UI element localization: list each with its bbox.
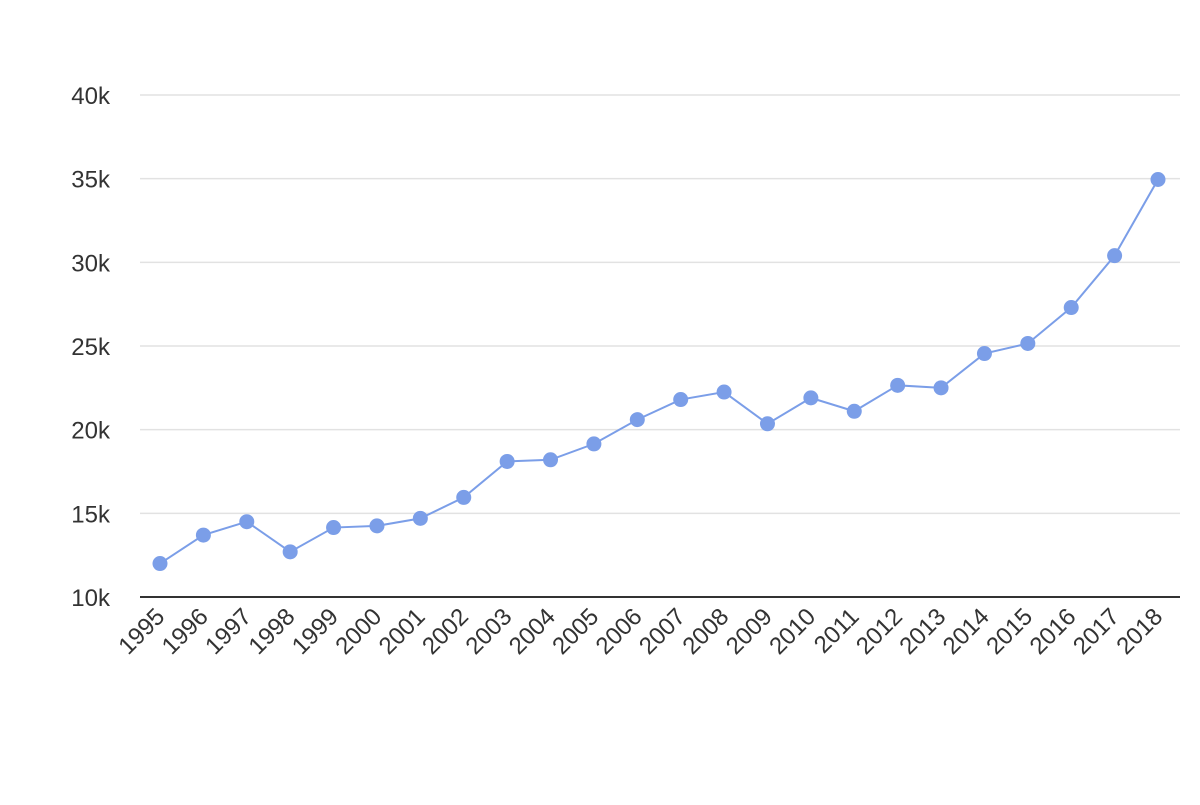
data-point[interactable] — [1107, 248, 1123, 264]
data-point[interactable] — [456, 489, 472, 505]
x-tick-label: 2007 — [634, 603, 691, 660]
y-axis-ticks: 10k 15k 20k 25k 30k 35k 40k — [71, 83, 111, 612]
x-tick-label: 2018 — [1111, 603, 1168, 660]
data-point[interactable] — [326, 520, 342, 536]
x-tick-label: 1999 — [287, 603, 344, 660]
x-tick-label: 2010 — [764, 603, 821, 660]
data-point[interactable] — [803, 390, 819, 406]
series-layer — [152, 172, 1166, 572]
x-tick-label: 1998 — [244, 603, 301, 660]
y-tick-label: 10k — [71, 585, 111, 612]
x-tick-label: 2013 — [894, 603, 951, 660]
data-point[interactable] — [195, 527, 211, 543]
y-tick-label: 40k — [71, 83, 111, 110]
y-tick-label: 20k — [71, 418, 111, 445]
data-point[interactable] — [1063, 300, 1079, 316]
data-point[interactable] — [412, 510, 428, 526]
x-tick-label: 2008 — [677, 603, 734, 660]
series-line — [159, 179, 1159, 565]
x-tick-label: 2001 — [374, 603, 431, 660]
data-point[interactable] — [152, 556, 168, 572]
data-point[interactable] — [759, 416, 775, 432]
data-point[interactable] — [890, 377, 906, 393]
x-tick-label: 2005 — [547, 603, 604, 660]
x-tick-label: 1997 — [200, 603, 257, 660]
x-tick-label: 2017 — [1068, 603, 1125, 660]
data-point[interactable] — [499, 453, 515, 469]
data-point[interactable] — [1020, 335, 1036, 351]
y-tick-label: 15k — [71, 501, 111, 528]
data-point[interactable] — [543, 452, 559, 468]
x-tick-label: 2009 — [721, 603, 778, 660]
x-tick-label: 2011 — [809, 603, 865, 659]
x-tick-label: 1996 — [157, 603, 214, 660]
data-point[interactable] — [239, 514, 255, 530]
x-tick-label: 2012 — [851, 603, 908, 660]
data-point[interactable] — [369, 518, 385, 534]
x-tick-label: 2015 — [981, 603, 1038, 660]
x-tick-label: 2000 — [330, 603, 387, 660]
data-point[interactable] — [629, 412, 645, 428]
x-axis-ticks: 1995199619971998199920002001200220032004… — [113, 603, 1168, 660]
data-point[interactable] — [586, 436, 602, 452]
data-point[interactable] — [933, 380, 949, 396]
x-tick-label: 2004 — [504, 603, 561, 660]
y-tick-label: 30k — [71, 250, 111, 277]
data-point[interactable] — [976, 346, 992, 362]
x-tick-label: 2003 — [461, 603, 518, 660]
x-tick-label: 2006 — [591, 603, 648, 660]
x-tick-label: 1995 — [113, 603, 170, 660]
x-tick-label: 2016 — [1025, 603, 1082, 660]
data-point[interactable] — [1150, 172, 1166, 188]
data-point[interactable] — [673, 392, 689, 408]
x-tick-label: 2002 — [417, 603, 474, 660]
data-point[interactable] — [846, 403, 862, 419]
gridlines — [140, 94, 1180, 598]
y-tick-label: 35k — [71, 167, 111, 194]
x-tick-label: 2014 — [938, 603, 995, 660]
data-point[interactable] — [282, 544, 298, 560]
y-tick-label: 25k — [71, 334, 111, 361]
data-point[interactable] — [716, 384, 732, 400]
